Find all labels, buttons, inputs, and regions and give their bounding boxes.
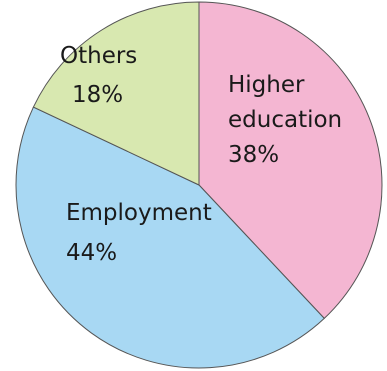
slice-label-employment: Employment 44% — [66, 200, 212, 266]
pie-labels: Higher education 38% Employment 44% Others 18% — [60, 43, 342, 266]
slice-percent-employment: 44% — [66, 240, 117, 266]
slice-name-employment: Employment — [66, 200, 212, 226]
slice-name-higher-education: Higher — [228, 72, 305, 98]
pie-slice-higher-education — [198, 1, 383, 320]
slice-label-others: Others 18% — [60, 43, 137, 108]
pie-slice-others — [32, 1, 200, 186]
slice-percent-higher-education: 38% — [228, 142, 279, 168]
pie-slices — [15, 1, 383, 369]
slice-label-higher-education: Higher education 38% — [228, 72, 342, 168]
slice-percent-others: 18% — [72, 82, 123, 108]
slice-name-others: Others — [60, 43, 137, 69]
slice-name-higher-education: education — [228, 107, 342, 133]
pie-slice-employment — [15, 106, 325, 369]
